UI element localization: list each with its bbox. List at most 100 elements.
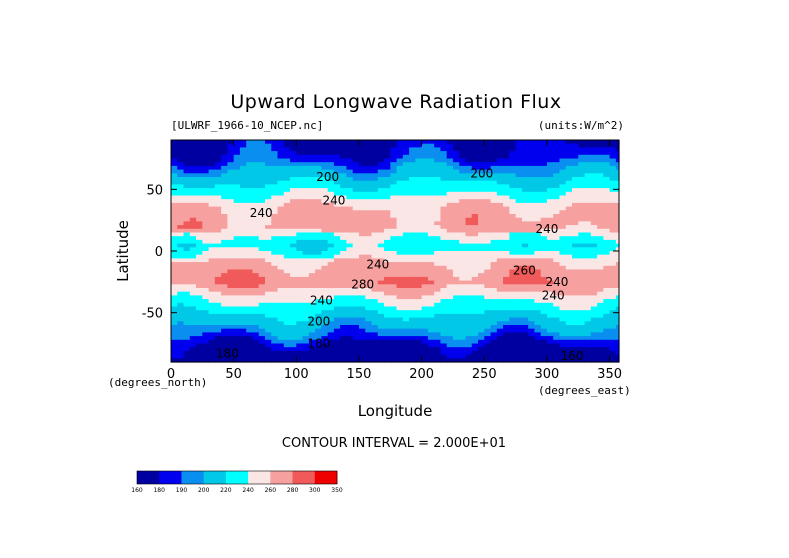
field-cell — [434, 221, 442, 226]
field-cell — [503, 328, 510, 333]
field-cell — [546, 328, 554, 333]
field-cell — [615, 169, 620, 174]
field-cell — [340, 302, 348, 308]
field-cell — [183, 295, 191, 300]
field-cell — [290, 295, 297, 300]
field-cell — [239, 280, 247, 285]
field-cell — [515, 354, 523, 359]
field-cell — [177, 180, 185, 185]
field-cell — [590, 269, 598, 274]
field-cell — [478, 173, 485, 178]
field-cell — [515, 228, 523, 234]
field-cell — [521, 265, 529, 271]
field-cell — [189, 310, 197, 315]
field-cell — [377, 328, 385, 333]
field-cell — [221, 140, 228, 145]
field-cell — [615, 162, 620, 167]
field-cell — [308, 306, 316, 311]
field-cell — [246, 221, 254, 226]
field-cell — [365, 354, 373, 359]
field-cell — [590, 151, 598, 156]
field-cell — [578, 343, 586, 348]
field-cell — [578, 236, 586, 241]
field-cell — [290, 188, 297, 193]
field-cell — [214, 336, 222, 341]
x-ticks: 0 50 100 150 200 250 300 350 — [167, 140, 622, 382]
field-cell — [246, 291, 254, 296]
field-cell — [490, 143, 498, 148]
field-cell — [484, 254, 492, 259]
field-cell — [402, 321, 410, 326]
field-cell — [327, 354, 335, 359]
field-cell — [358, 173, 366, 178]
field-cell — [258, 269, 266, 274]
field-cell — [296, 165, 304, 171]
field-cell — [490, 313, 498, 319]
field-cell — [609, 225, 617, 230]
field-cell — [496, 321, 504, 326]
field-cell — [377, 321, 385, 326]
field-cell — [534, 321, 542, 326]
field-cell — [315, 354, 322, 359]
field-cell — [283, 328, 291, 333]
field-cell — [271, 336, 279, 341]
field-cell — [572, 199, 579, 204]
field-cell — [327, 143, 335, 148]
field-cell — [233, 328, 241, 333]
field-cell — [214, 247, 222, 252]
field-cell — [358, 165, 366, 171]
field-cell — [246, 317, 254, 322]
field-cell — [358, 280, 366, 285]
field-cell — [346, 310, 354, 315]
field-cell — [196, 154, 203, 160]
field-cell — [208, 147, 216, 152]
field-cell — [264, 214, 272, 219]
field-cell — [290, 199, 297, 204]
field-cell — [239, 147, 247, 152]
field-cell — [177, 154, 185, 160]
field-cell — [496, 173, 504, 178]
field-cell — [402, 280, 410, 285]
field-cell — [239, 325, 247, 330]
field-cell — [183, 210, 191, 215]
field-cell — [277, 206, 285, 211]
field-cell — [546, 162, 554, 167]
field-cell — [283, 306, 291, 311]
field-cell — [434, 236, 442, 241]
field-cell — [384, 354, 391, 359]
field-cell — [214, 306, 222, 311]
field-cell — [315, 306, 322, 311]
field-cell — [346, 232, 354, 237]
field-cell — [252, 228, 260, 234]
field-cell — [459, 169, 467, 174]
field-cell — [578, 336, 586, 341]
field-cell — [358, 332, 366, 337]
field-cell — [546, 332, 554, 337]
field-cell — [546, 173, 554, 178]
field-cell — [283, 236, 291, 241]
field-cell — [427, 206, 435, 211]
field-cell — [239, 328, 247, 333]
field-cell — [327, 210, 335, 215]
field-cell — [365, 202, 373, 208]
field-cell — [227, 202, 235, 208]
field-cell — [446, 143, 454, 148]
field-cell — [183, 347, 191, 352]
field-cell — [202, 169, 210, 174]
field-cell — [515, 251, 523, 256]
field-cell — [183, 199, 191, 204]
field-cell — [384, 210, 391, 215]
field-cell — [521, 147, 529, 152]
field-cell — [540, 313, 548, 319]
field-cell — [528, 262, 536, 267]
field-cell — [609, 195, 617, 200]
field-cell — [440, 210, 448, 215]
field-cell — [615, 143, 620, 148]
field-cell — [177, 225, 185, 230]
field-cell — [528, 339, 536, 345]
field-cell — [540, 210, 548, 215]
field-cell — [396, 236, 404, 241]
field-cell — [597, 225, 604, 230]
field-cell — [515, 313, 523, 319]
field-cell — [183, 299, 191, 304]
